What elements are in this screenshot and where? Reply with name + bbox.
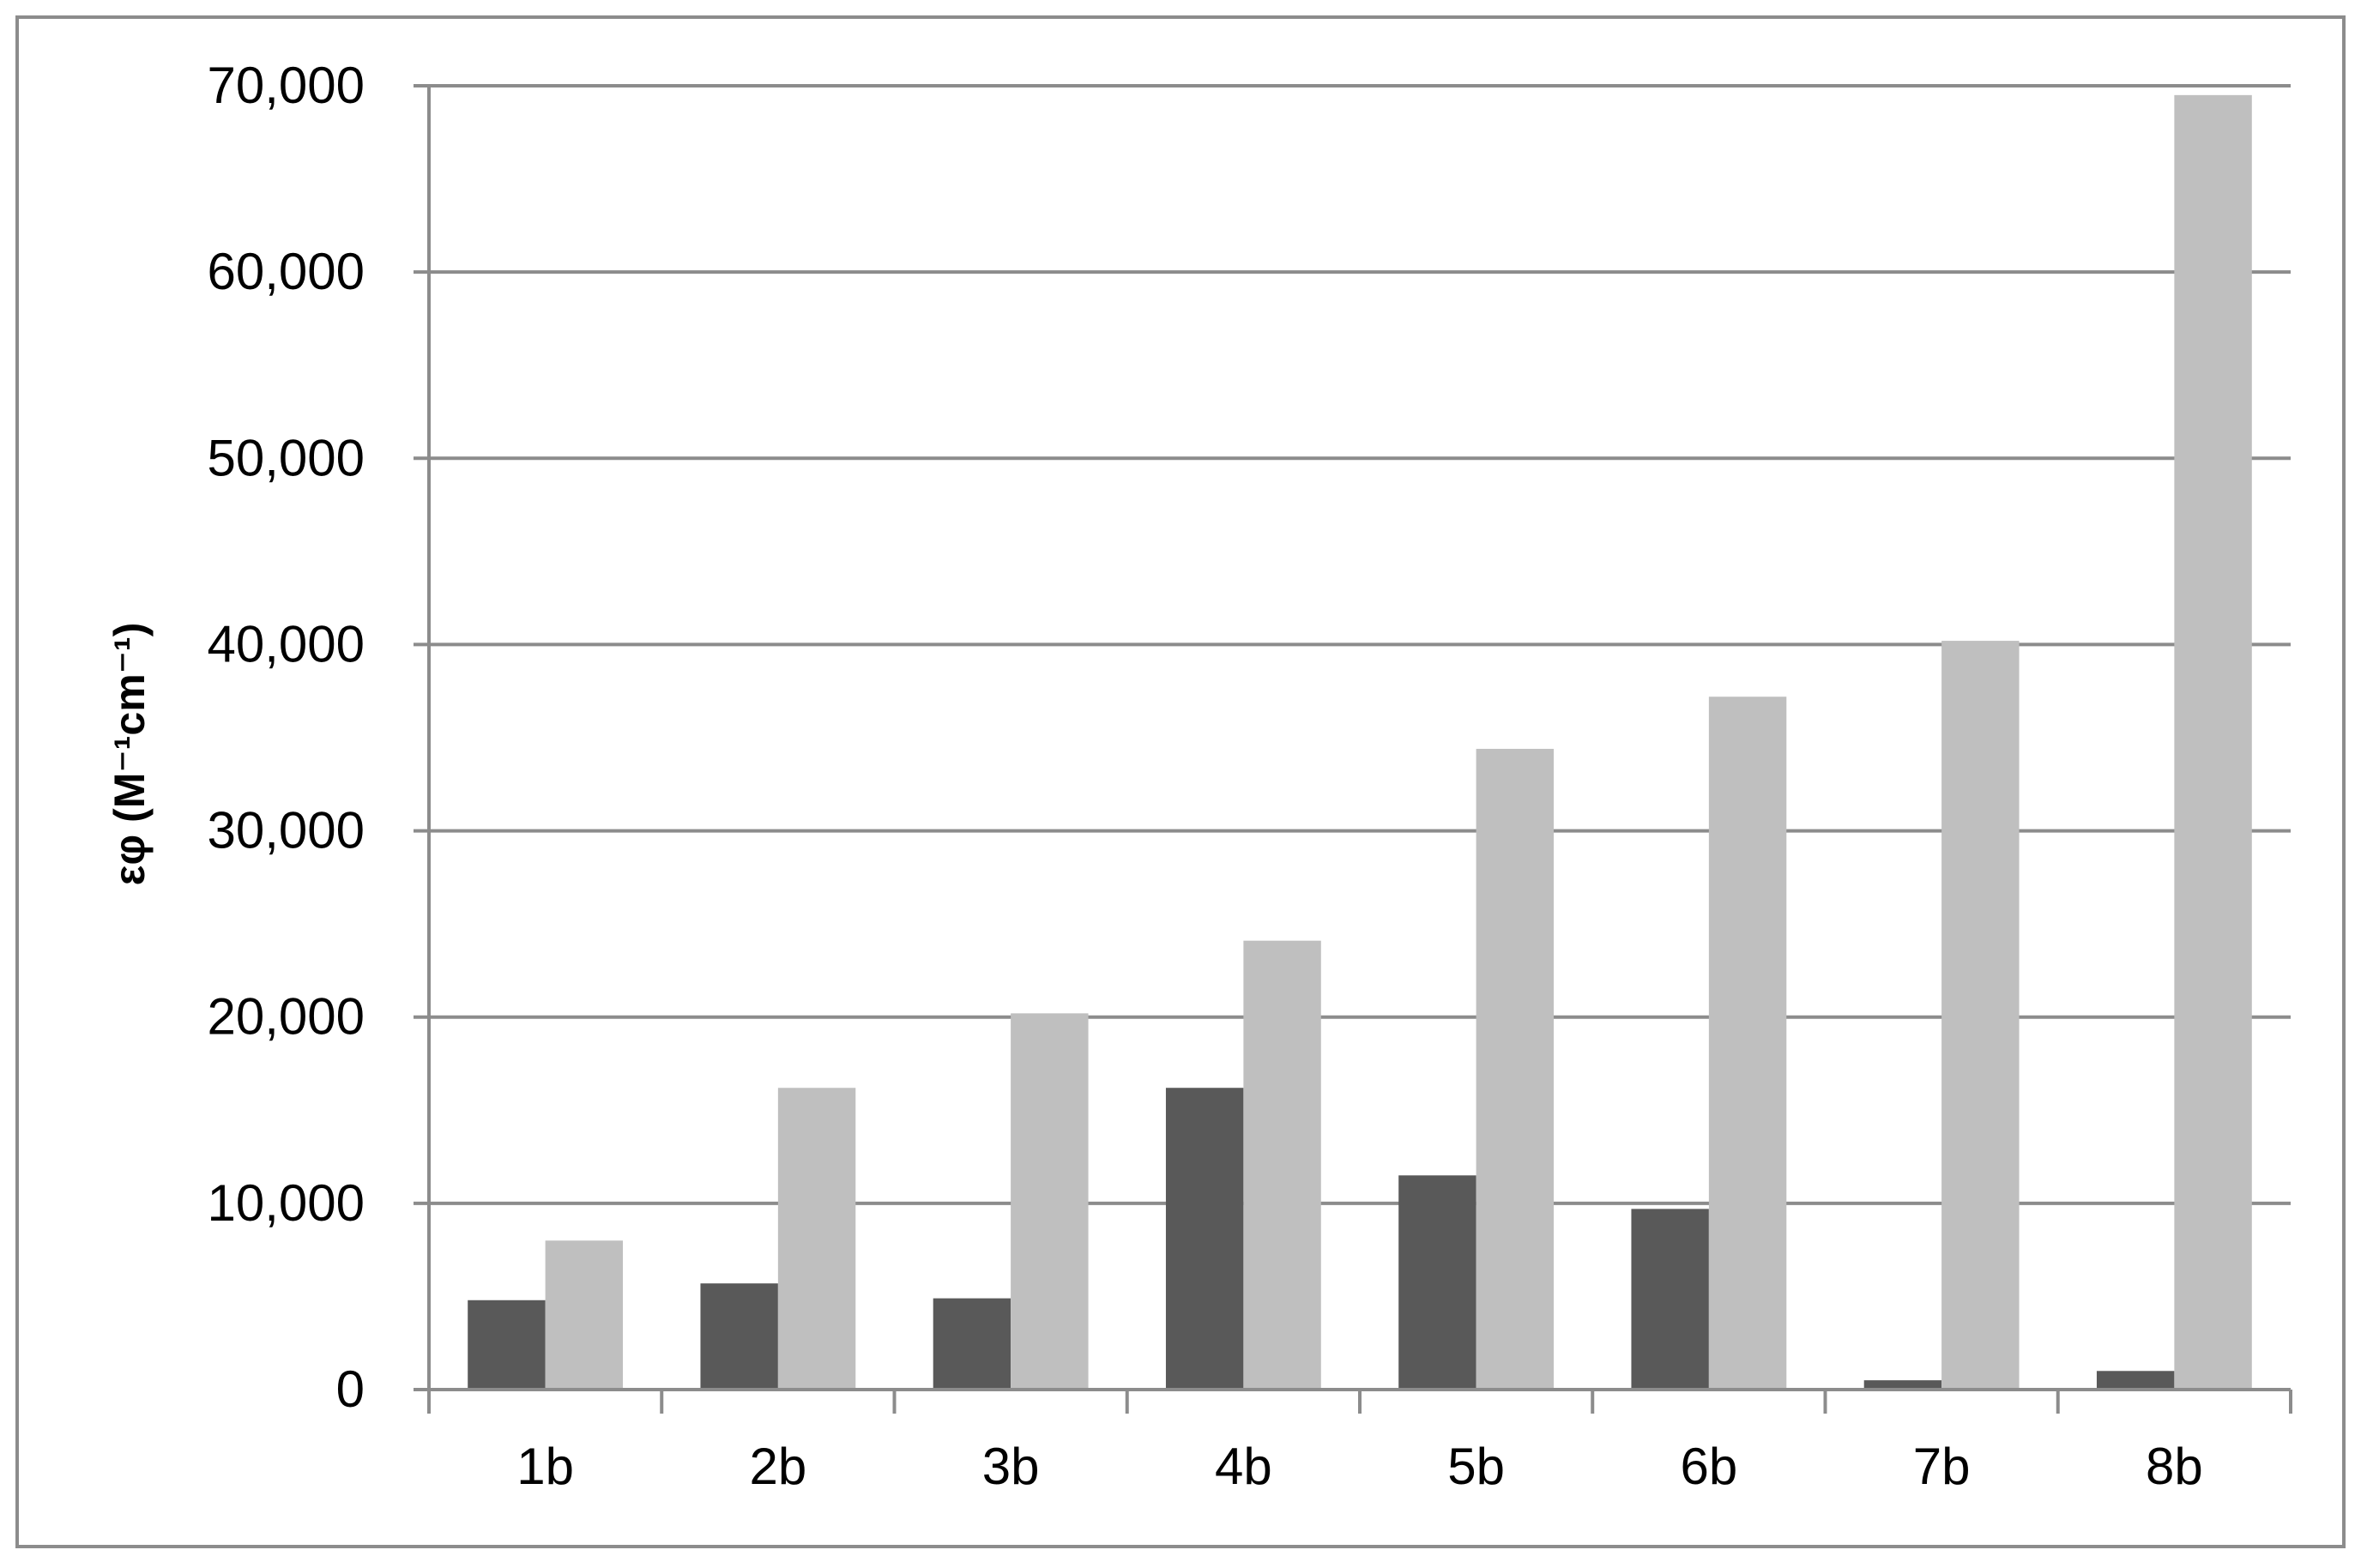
- x-tick-label-6b: 6b: [1681, 1438, 1738, 1495]
- x-tick-label-5b: 5b: [1447, 1438, 1505, 1495]
- y-tick-label: 50,000: [207, 429, 365, 486]
- x-tick-label-1b: 1b: [516, 1438, 574, 1495]
- y-tick-label: 0: [336, 1360, 365, 1418]
- x-tick-label-8b: 8b: [2146, 1438, 2203, 1495]
- y-tick-label: 40,000: [207, 615, 365, 672]
- bar-8b-series-2: [2174, 94, 2252, 1390]
- bar-1b-series-1: [468, 1300, 546, 1390]
- x-tick-label-7b: 7b: [1913, 1438, 1971, 1495]
- bar-4b-series-1: [1165, 1088, 1244, 1390]
- y-axis-title: εφ (M⁻¹cm⁻¹): [106, 623, 154, 886]
- bar-5b-series-1: [1398, 1175, 1476, 1390]
- bar-7b-series-2: [1941, 641, 2020, 1390]
- bar-2b-series-2: [777, 1088, 856, 1390]
- bar-7b-series-1: [1863, 1380, 1942, 1390]
- x-tick-label-2b: 2b: [750, 1438, 807, 1495]
- bar-8b-series-1: [2096, 1371, 2175, 1390]
- x-tick-labels: 1b 2b 3b 4b 5b 6b 7b 8b: [516, 1438, 2203, 1495]
- bar-6b-series-2: [1708, 697, 1787, 1390]
- y-tick-label: 60,000: [207, 243, 365, 300]
- y-tick-label: 10,000: [207, 1174, 365, 1232]
- x-tick-label-4b: 4b: [1215, 1438, 1272, 1495]
- bar-5b-series-2: [1476, 749, 1555, 1390]
- axes: [414, 84, 2292, 1414]
- bar-2b-series-1: [700, 1283, 778, 1390]
- bar-4b-series-2: [1243, 940, 1321, 1390]
- y-tick-labels: 0 10,000 20,000 30,000 40,000 50,000 60,000 70,…: [207, 57, 365, 1418]
- y-tick-label: 30,000: [207, 802, 365, 859]
- bar-1b-series-2: [545, 1240, 624, 1390]
- bar-6b-series-1: [1631, 1209, 1709, 1390]
- bar-3b-series-2: [1011, 1013, 1089, 1390]
- bars: [468, 94, 2252, 1390]
- y-tick-label: 20,000: [207, 988, 365, 1046]
- y-tick-label: 70,000: [207, 57, 365, 114]
- x-tick-label-3b: 3b: [982, 1438, 1040, 1495]
- bar-3b-series-1: [933, 1298, 1011, 1390]
